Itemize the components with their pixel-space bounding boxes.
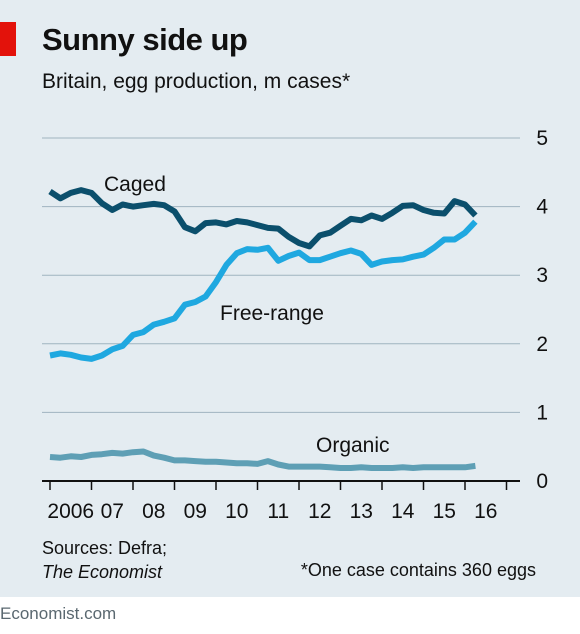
y-tick-label-0: 0 [536,470,548,493]
y-tick-label-2: 2 [536,333,548,356]
x-tick-label-16: 16 [474,500,497,523]
series-lines [48,187,478,471]
chart-panel: Sunny side up Britain, egg production, m… [0,0,580,597]
free-range-series-line [49,219,478,362]
x-tick-label-15: 15 [433,500,456,523]
caged-series-line [48,187,478,250]
gridlines [42,137,520,413]
red-tag [0,22,16,56]
y-tick-label-3: 3 [536,264,548,287]
y-tick-label-4: 4 [536,196,548,219]
x-tick-label-12: 12 [308,500,331,523]
sources-publication: The Economist [42,562,163,582]
chart-title: Sunny side up [42,22,248,57]
sources-note: Sources: Defra; The Economist [42,536,167,584]
series-labels: Caged Free-range Organic [104,173,390,457]
chart-subtitle: Britain, egg production, m cases* [42,70,351,93]
x-tick-label-10: 10 [225,500,248,523]
y-tick-label-1: 1 [536,401,548,424]
caged-series-label: Caged [104,173,166,196]
sources-label: Sources: Defra; [42,538,168,558]
free-range-series-label: Free-range [220,302,324,325]
brand-credit: Economist.com [0,604,117,623]
y-axis-ticks: 0 1 2 3 4 5 [536,127,548,493]
x-tick-label-09: 09 [184,500,207,523]
x-tick-label-13: 13 [350,500,373,523]
organic-series-line [49,448,476,471]
x-tick-label-08: 08 [142,500,165,523]
organic-series-label: Organic [316,434,390,457]
x-tick-label-2006: 2006 [47,500,94,523]
x-tick-label-11: 11 [267,500,289,523]
x-axis: 2006 07 08 09 10 11 12 13 14 15 16 [42,480,520,523]
x-tick-label-07: 07 [101,500,124,523]
y-tick-label-5: 5 [536,127,548,150]
x-tick-label-14: 14 [391,500,415,523]
footnote: *One case contains 360 eggs [300,560,536,580]
